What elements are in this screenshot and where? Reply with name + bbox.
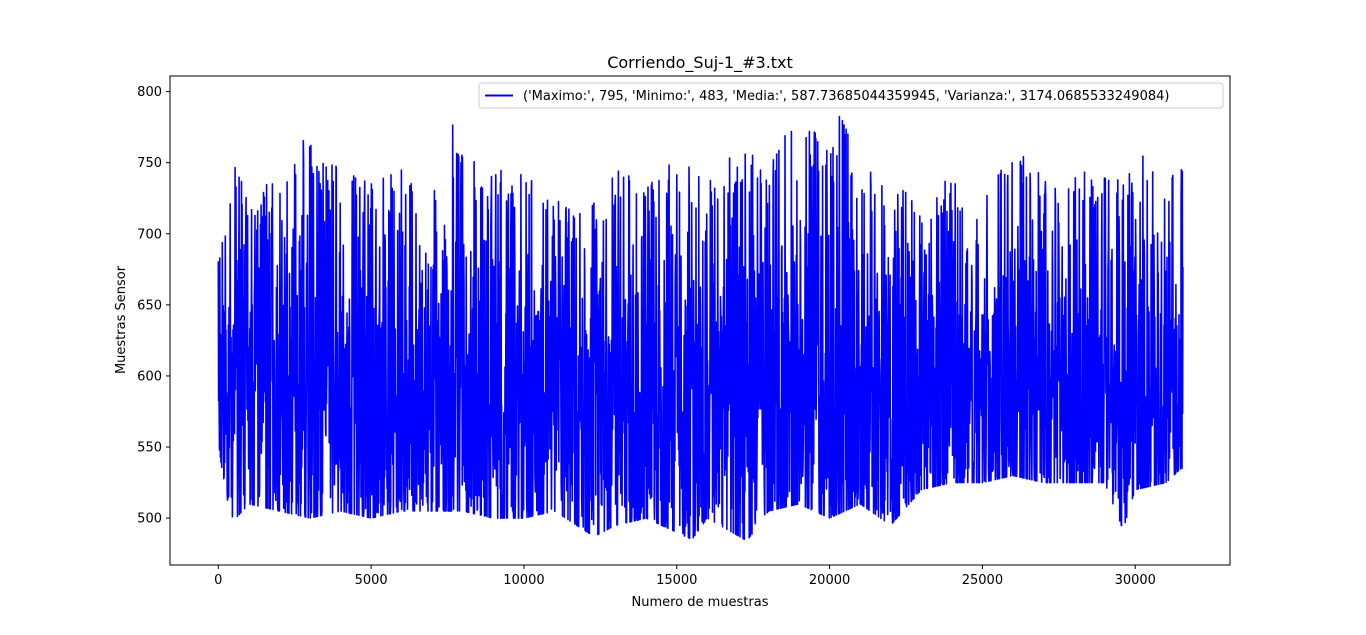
- x-tick-label: 30000: [1115, 573, 1156, 588]
- x-axis: 0 5000 10000 15000 20000 25000 30000: [214, 565, 1156, 588]
- y-tick-label: 650: [137, 298, 162, 313]
- plot-data: [217, 115, 1184, 541]
- y-tick-label: 500: [137, 512, 162, 527]
- chart-title: Corriendo_Suj-1_#3.txt: [607, 53, 793, 73]
- x-tick-label: 5000: [355, 573, 388, 588]
- series-line: [217, 115, 1184, 541]
- x-tick-label: 0: [214, 573, 222, 588]
- y-tick-label: 700: [137, 227, 162, 242]
- legend-entry-label: ('Maximo:', 795, 'Minimo:', 483, 'Media:…: [523, 89, 1169, 104]
- x-tick-label: 20000: [809, 573, 850, 588]
- y-axis: 500 550 600 650 700 750 800: [137, 85, 170, 527]
- x-tick-label: 10000: [503, 573, 544, 588]
- x-tick-label: 15000: [656, 573, 697, 588]
- plot-frame: [169, 75, 1231, 566]
- y-axis-label: Muestras Sensor: [114, 265, 129, 374]
- y-tick-label: 800: [137, 85, 162, 100]
- y-tick-label: 750: [137, 156, 162, 171]
- legend-box: [478, 82, 1224, 109]
- x-axis-label: Numero de muestras: [631, 595, 768, 610]
- legend: ('Maximo:', 795, 'Minimo:', 483, 'Media:…: [478, 82, 1224, 109]
- y-tick-label: 550: [137, 441, 162, 456]
- y-tick-label: 600: [137, 369, 162, 384]
- x-tick-label: 25000: [962, 573, 1003, 588]
